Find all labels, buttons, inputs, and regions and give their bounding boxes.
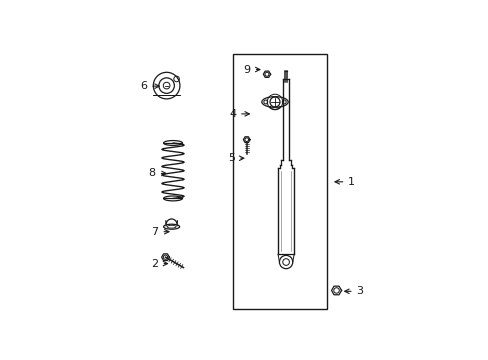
Text: 7: 7 xyxy=(151,227,169,237)
Text: 2: 2 xyxy=(151,258,167,269)
Bar xyxy=(232,54,326,309)
Text: 5: 5 xyxy=(228,153,244,163)
Text: 4: 4 xyxy=(228,109,249,119)
Text: 6: 6 xyxy=(140,81,159,91)
Text: 3: 3 xyxy=(344,286,363,296)
Text: 8: 8 xyxy=(148,168,166,179)
Text: 1: 1 xyxy=(334,177,355,187)
Text: 9: 9 xyxy=(243,64,259,75)
